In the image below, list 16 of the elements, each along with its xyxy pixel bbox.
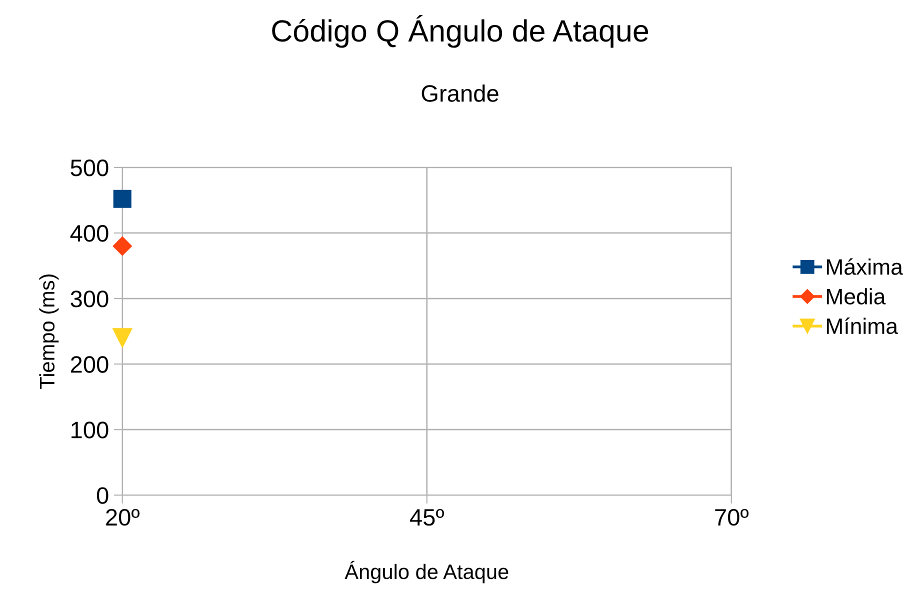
chart-title: Código Q Ángulo de Ataque bbox=[272, 14, 648, 48]
legend-label: Media bbox=[826, 288, 886, 304]
x-tick-label: 45º bbox=[410, 508, 444, 526]
legend-label: Máxima bbox=[826, 258, 903, 275]
legend-label: Mínima bbox=[826, 318, 898, 334]
y-axis-title: Tiempo (ms) bbox=[39, 274, 59, 389]
x-axis-title: Ángulo de Ataque bbox=[344, 560, 508, 584]
x-tick-label: 70º bbox=[715, 508, 749, 526]
x-tick-label: 20º bbox=[106, 508, 140, 526]
y-tick-label: 100 bbox=[72, 422, 108, 438]
y-tick-label: 300 bbox=[70, 290, 108, 308]
y-tick-label: 0 bbox=[96, 487, 108, 504]
y-tick-label: 200 bbox=[70, 356, 108, 373]
y-tick-label: 500 bbox=[70, 160, 108, 176]
y-tick-label: 400 bbox=[70, 225, 108, 242]
chart-subtitle: Grande bbox=[422, 84, 498, 102]
